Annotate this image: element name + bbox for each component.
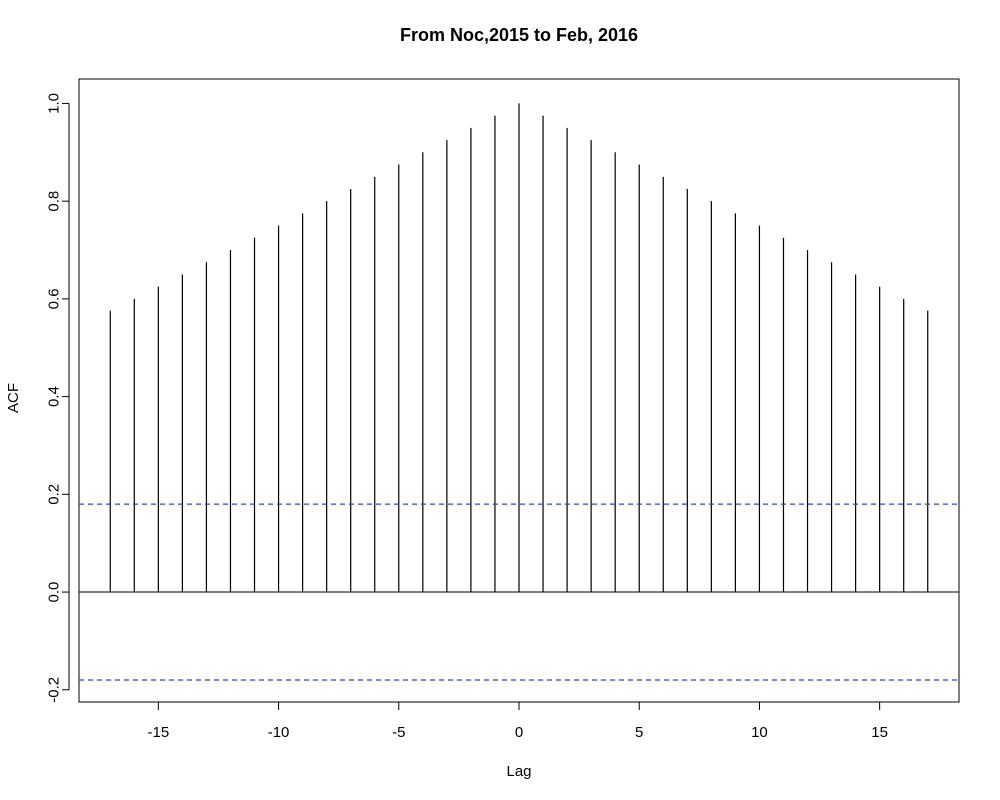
y-axis-label: ACF — [5, 383, 22, 413]
chart-title: From Noc,2015 to Feb, 2016 — [400, 25, 638, 45]
y-tick-label: 0.2 — [46, 484, 63, 505]
reference-lines — [79, 503, 959, 681]
y-tick-label: 1.0 — [46, 93, 63, 114]
x-axis: -15 -10 -5 0 5 10 15 — [148, 701, 888, 741]
y-tick-label: 0.4 — [46, 386, 63, 407]
x-tick-label: -5 — [392, 724, 405, 741]
y-tick-label: -0.2 — [46, 677, 63, 703]
y-tick-label: 0.6 — [46, 288, 63, 309]
x-tick-label: -15 — [148, 724, 170, 741]
y-tick-label: 0.0 — [46, 582, 63, 603]
x-tick-label: 0 — [515, 724, 523, 741]
x-tick-label: 10 — [751, 724, 768, 741]
x-tick-label: 15 — [871, 724, 888, 741]
y-tick-label: 0.8 — [46, 191, 63, 212]
y-axis: -0.2 0.0 0.2 0.4 0.6 0.8 1.0 — [46, 93, 70, 703]
x-tick-label: -10 — [268, 724, 290, 741]
acf-bars — [109, 103, 929, 593]
x-tick-label: 5 — [635, 724, 643, 741]
x-axis-label: Lag — [506, 763, 531, 780]
